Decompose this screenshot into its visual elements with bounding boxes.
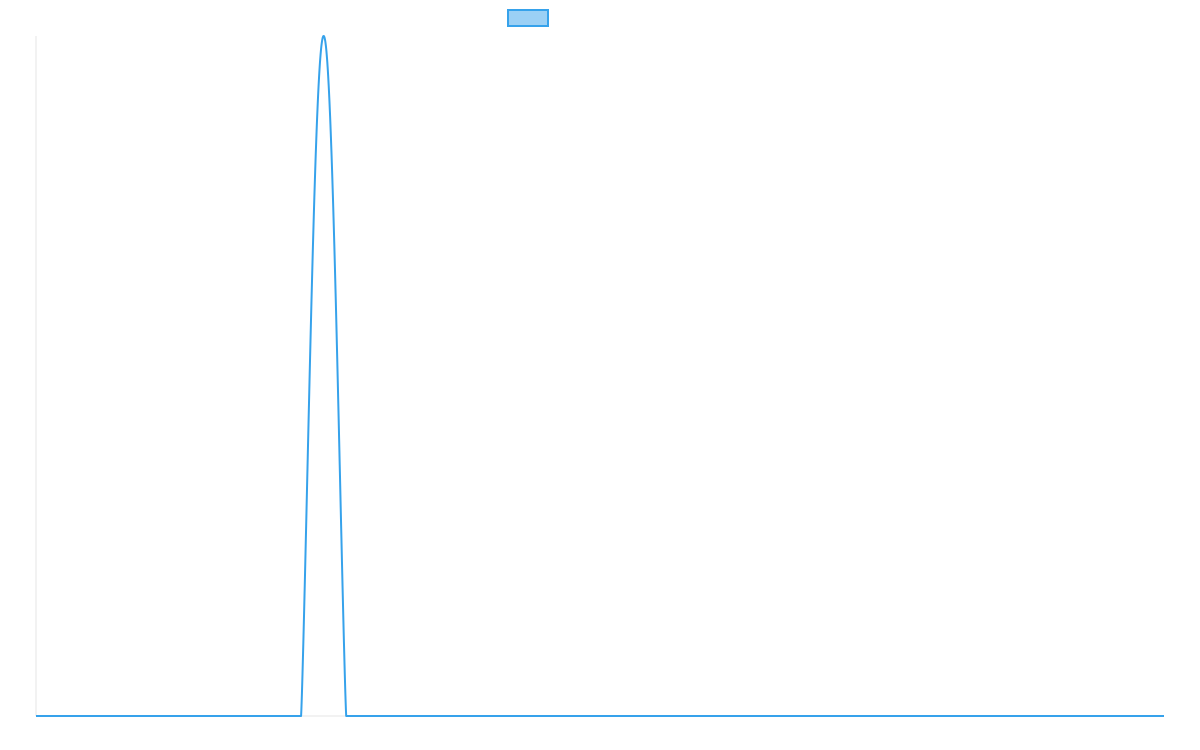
chart-legend[interactable] xyxy=(507,9,549,27)
legend-swatch[interactable] xyxy=(507,9,549,27)
series-line xyxy=(36,35,1164,717)
series-group xyxy=(36,35,1164,717)
